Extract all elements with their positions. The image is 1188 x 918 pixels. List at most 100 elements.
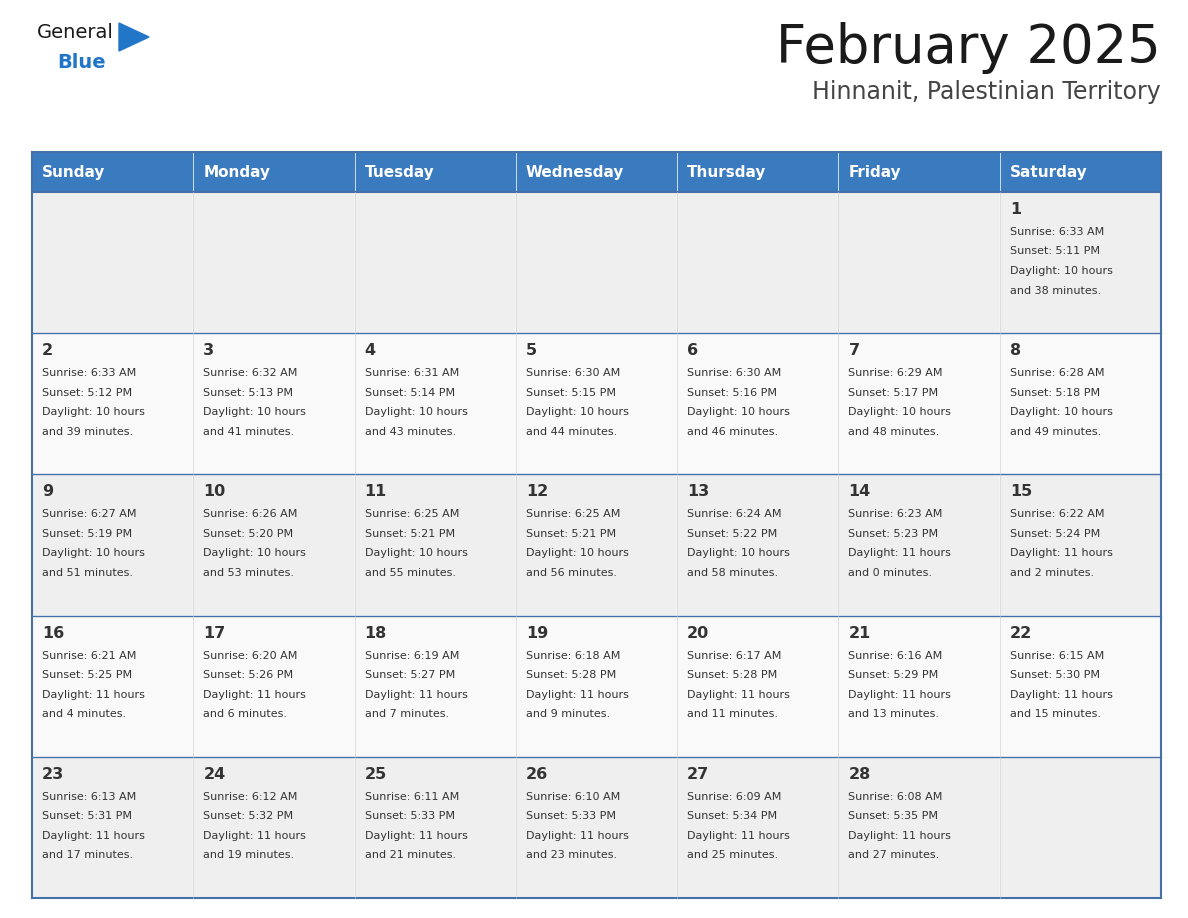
Text: Daylight: 11 hours: Daylight: 11 hours — [848, 831, 952, 841]
Text: Sunrise: 6:17 AM: Sunrise: 6:17 AM — [687, 651, 782, 661]
Text: 15: 15 — [1010, 485, 1032, 499]
Text: Daylight: 10 hours: Daylight: 10 hours — [687, 548, 790, 558]
Text: Sunset: 5:14 PM: Sunset: 5:14 PM — [365, 387, 455, 397]
Text: Sunrise: 6:26 AM: Sunrise: 6:26 AM — [203, 509, 298, 520]
Text: and 9 minutes.: and 9 minutes. — [526, 709, 609, 719]
Text: Sunrise: 6:27 AM: Sunrise: 6:27 AM — [42, 509, 137, 520]
Text: and 43 minutes.: and 43 minutes. — [365, 427, 456, 437]
Text: Sunset: 5:16 PM: Sunset: 5:16 PM — [687, 387, 777, 397]
Text: Sunrise: 6:22 AM: Sunrise: 6:22 AM — [1010, 509, 1104, 520]
Polygon shape — [119, 23, 148, 51]
Text: and 56 minutes.: and 56 minutes. — [526, 568, 617, 578]
Bar — [354, 152, 516, 192]
Text: and 46 minutes.: and 46 minutes. — [687, 427, 778, 437]
Bar — [32, 192, 194, 333]
Bar — [194, 192, 354, 333]
Bar — [1000, 616, 1161, 756]
Text: and 11 minutes.: and 11 minutes. — [687, 709, 778, 719]
Text: General: General — [37, 23, 114, 42]
Text: Sunrise: 6:11 AM: Sunrise: 6:11 AM — [365, 792, 459, 801]
Bar — [32, 152, 194, 192]
Text: Sunrise: 6:25 AM: Sunrise: 6:25 AM — [526, 509, 620, 520]
Bar — [354, 192, 516, 333]
Text: Daylight: 11 hours: Daylight: 11 hours — [203, 831, 307, 841]
Text: 13: 13 — [687, 485, 709, 499]
Text: Daylight: 11 hours: Daylight: 11 hours — [1010, 689, 1113, 700]
Text: 27: 27 — [687, 767, 709, 782]
Text: Sunrise: 6:30 AM: Sunrise: 6:30 AM — [687, 368, 782, 378]
Bar — [839, 616, 1000, 756]
Bar — [839, 756, 1000, 898]
Text: Daylight: 10 hours: Daylight: 10 hours — [1010, 266, 1113, 276]
Text: Daylight: 10 hours: Daylight: 10 hours — [42, 408, 145, 417]
Text: 28: 28 — [848, 767, 871, 782]
Bar — [516, 616, 677, 756]
Text: and 51 minutes.: and 51 minutes. — [42, 568, 133, 578]
Text: and 17 minutes.: and 17 minutes. — [42, 850, 133, 860]
Text: Daylight: 10 hours: Daylight: 10 hours — [365, 408, 467, 417]
Text: 11: 11 — [365, 485, 387, 499]
Text: Sunset: 5:29 PM: Sunset: 5:29 PM — [848, 670, 939, 680]
Text: Friday: Friday — [848, 164, 901, 180]
Text: and 39 minutes.: and 39 minutes. — [42, 427, 133, 437]
Text: Sunset: 5:31 PM: Sunset: 5:31 PM — [42, 812, 132, 822]
Text: and 0 minutes.: and 0 minutes. — [848, 568, 933, 578]
Text: Daylight: 10 hours: Daylight: 10 hours — [1010, 408, 1113, 417]
Bar — [677, 756, 839, 898]
Text: Sunrise: 6:24 AM: Sunrise: 6:24 AM — [687, 509, 782, 520]
Text: Sunrise: 6:33 AM: Sunrise: 6:33 AM — [42, 368, 137, 378]
Bar — [516, 756, 677, 898]
Text: Sunrise: 6:10 AM: Sunrise: 6:10 AM — [526, 792, 620, 801]
Text: and 44 minutes.: and 44 minutes. — [526, 427, 617, 437]
Text: 7: 7 — [848, 343, 860, 358]
Text: and 38 minutes.: and 38 minutes. — [1010, 285, 1101, 296]
Text: Daylight: 11 hours: Daylight: 11 hours — [526, 831, 628, 841]
Text: Sunset: 5:25 PM: Sunset: 5:25 PM — [42, 670, 132, 680]
Text: Daylight: 11 hours: Daylight: 11 hours — [365, 689, 467, 700]
Text: Sunset: 5:11 PM: Sunset: 5:11 PM — [1010, 247, 1100, 256]
Text: Sunset: 5:19 PM: Sunset: 5:19 PM — [42, 529, 132, 539]
Bar — [1000, 756, 1161, 898]
Text: Thursday: Thursday — [687, 164, 766, 180]
Text: Sunset: 5:30 PM: Sunset: 5:30 PM — [1010, 670, 1100, 680]
Text: 23: 23 — [42, 767, 64, 782]
Text: Sunset: 5:21 PM: Sunset: 5:21 PM — [365, 529, 455, 539]
Text: 22: 22 — [1010, 625, 1032, 641]
Bar — [194, 333, 354, 475]
Bar — [354, 756, 516, 898]
Text: Sunset: 5:21 PM: Sunset: 5:21 PM — [526, 529, 617, 539]
Text: 12: 12 — [526, 485, 548, 499]
Text: Sunrise: 6:09 AM: Sunrise: 6:09 AM — [687, 792, 782, 801]
Text: Sunset: 5:20 PM: Sunset: 5:20 PM — [203, 529, 293, 539]
Text: 16: 16 — [42, 625, 64, 641]
Text: 10: 10 — [203, 485, 226, 499]
Text: Daylight: 10 hours: Daylight: 10 hours — [526, 548, 628, 558]
Text: 18: 18 — [365, 625, 387, 641]
Text: and 15 minutes.: and 15 minutes. — [1010, 709, 1101, 719]
Text: Daylight: 11 hours: Daylight: 11 hours — [848, 548, 952, 558]
Text: Sunset: 5:32 PM: Sunset: 5:32 PM — [203, 812, 293, 822]
Text: Sunset: 5:13 PM: Sunset: 5:13 PM — [203, 387, 293, 397]
Text: 8: 8 — [1010, 343, 1020, 358]
Text: Sunset: 5:27 PM: Sunset: 5:27 PM — [365, 670, 455, 680]
Text: and 4 minutes.: and 4 minutes. — [42, 709, 126, 719]
Text: and 6 minutes.: and 6 minutes. — [203, 709, 287, 719]
Bar — [194, 152, 354, 192]
Text: Daylight: 11 hours: Daylight: 11 hours — [687, 831, 790, 841]
Text: Daylight: 11 hours: Daylight: 11 hours — [42, 831, 145, 841]
Bar — [516, 152, 677, 192]
Text: Sunset: 5:12 PM: Sunset: 5:12 PM — [42, 387, 132, 397]
Text: Sunset: 5:15 PM: Sunset: 5:15 PM — [526, 387, 615, 397]
Text: Hinnanit, Palestinian Territory: Hinnanit, Palestinian Territory — [813, 80, 1161, 104]
Text: and 2 minutes.: and 2 minutes. — [1010, 568, 1094, 578]
Bar — [1000, 192, 1161, 333]
Bar — [516, 475, 677, 616]
Bar — [677, 475, 839, 616]
Bar — [32, 475, 194, 616]
Bar — [839, 192, 1000, 333]
Text: 1: 1 — [1010, 202, 1020, 217]
Text: Sunrise: 6:16 AM: Sunrise: 6:16 AM — [848, 651, 943, 661]
Text: 20: 20 — [687, 625, 709, 641]
Text: and 13 minutes.: and 13 minutes. — [848, 709, 940, 719]
Text: and 25 minutes.: and 25 minutes. — [687, 850, 778, 860]
